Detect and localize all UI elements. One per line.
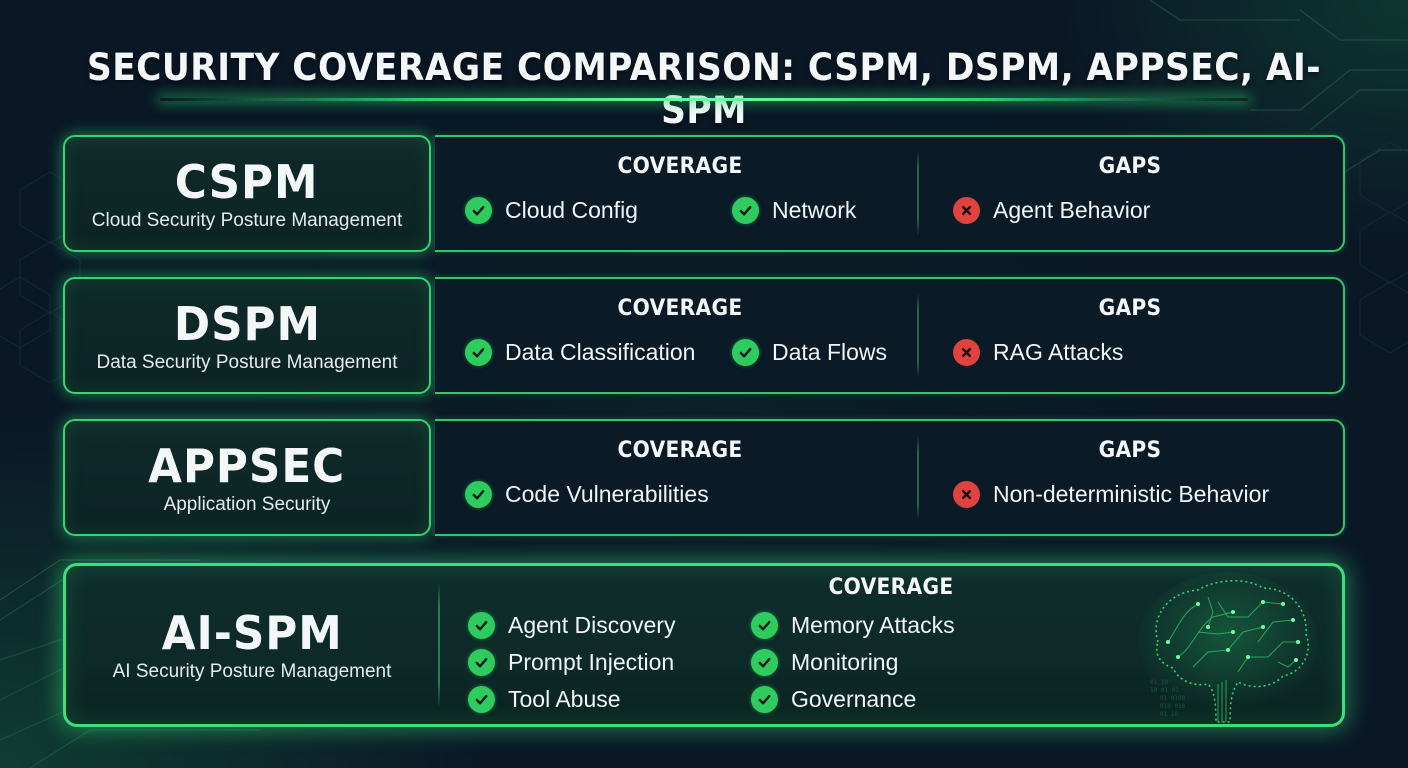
coverage-item-label: Prompt Injection [508,649,675,675]
ai-spm-label-area: AI-SPM AI Security Posture Management [66,566,438,724]
x-circle-icon [953,197,980,224]
coverage-item-label: Memory Attacks [791,612,955,638]
gap-item: Non-deterministic Behavior [953,481,1269,508]
gap-item-label: RAG Attacks [993,339,1124,365]
page-title: SECURITY COVERAGE COMPARISON: CSPM, DSPM… [86,46,1322,132]
coverage-item-label: Governance [791,686,917,712]
column-divider [917,293,919,378]
column-divider [917,151,919,236]
coverage-item: Data Classification [465,339,695,366]
row-appsec: APPSEC Application Security COVERAGE Cod… [63,419,1345,536]
coverage-item-label: Monitoring [791,649,899,675]
svg-text:10 01 01: 10 01 01 [1150,687,1179,694]
check-circle-icon [468,612,495,639]
row-dspm: DSPM Data Security Posture Management CO… [63,277,1345,394]
dspm-label-box: DSPM Data Security Posture Management [63,277,431,394]
gaps-heading: GAPS [1098,154,1162,179]
row-ai-spm: AI-SPM AI Security Posture Management CO… [63,563,1345,727]
coverage-item: Code Vulnerabilities [465,481,709,508]
coverage-item-label: Network [772,197,857,223]
check-circle-icon [465,339,492,366]
coverage-item-label: Data Classification [505,339,696,365]
check-circle-icon [732,197,759,224]
check-circle-icon [465,197,492,224]
row-subtitle: AI Security Posture Management [112,661,392,682]
svg-text:01 10: 01 10 [1150,679,1168,686]
check-circle-icon [468,686,495,713]
coverage-item: Cloud Config [465,197,638,224]
gaps-heading: GAPS [1098,438,1162,463]
title-underline-glow [160,98,1248,101]
coverage-item: Agent Discovery [468,612,675,639]
coverage-item: Network [732,197,856,224]
coverage-heading: COVERAGE [617,296,743,321]
row-cspm: CSPM Cloud Security Posture Management C… [63,135,1345,252]
svg-text:01 10: 01 10 [1160,711,1178,718]
coverage-item: Data Flows [732,339,887,366]
coverage-item: Prompt Injection [468,649,674,676]
coverage-heading: COVERAGE [617,154,743,179]
row-subtitle: Cloud Security Posture Management [91,209,403,231]
check-circle-icon [732,339,759,366]
column-divider [438,582,440,708]
circuit-brain-icon: 01 10 10 01 01 01 0100 010 010 01 10 [1138,572,1318,723]
column-divider [917,435,919,520]
coverage-item-label: Cloud Config [505,197,638,223]
x-circle-icon [953,481,980,508]
row-name: APPSEC [148,438,346,493]
coverage-item-label: Agent Discovery [508,612,676,638]
gaps-heading: GAPS [1098,296,1162,321]
row-subtitle: Data Security Posture Management [96,351,398,373]
check-circle-icon [468,649,495,676]
appsec-label-box: APPSEC Application Security [63,419,431,536]
coverage-item-label: Code Vulnerabilities [505,481,709,507]
gap-item: RAG Attacks [953,339,1123,366]
coverage-item-label: Tool Abuse [508,686,621,712]
check-circle-icon [751,612,778,639]
cspm-label-box: CSPM Cloud Security Posture Management [63,135,431,252]
coverage-heading: COVERAGE [617,438,743,463]
coverage-heading: COVERAGE [828,575,954,600]
coverage-item: Memory Attacks [751,612,955,639]
coverage-item: Tool Abuse [468,686,621,713]
row-name: DSPM [173,296,321,351]
check-circle-icon [465,481,492,508]
dspm-content-box: COVERAGE Data Classification Data Flows … [435,277,1345,394]
x-circle-icon [953,339,980,366]
gap-item: Agent Behavior [953,197,1150,224]
check-circle-icon [751,686,778,713]
appsec-content-box: COVERAGE Code Vulnerabilities GAPS Non-d… [435,419,1345,536]
coverage-item-label: Data Flows [772,339,888,365]
gap-item-label: Agent Behavior [993,197,1151,223]
row-name: CSPM [175,154,319,209]
coverage-item: Governance [751,686,916,713]
row-subtitle: Application Security [163,493,331,515]
coverage-item: Monitoring [751,649,898,676]
cspm-content-box: COVERAGE Cloud Config Network GAPS Agent… [435,135,1345,252]
gap-item-label: Non-deterministic Behavior [993,481,1270,507]
row-name: AI-SPM [161,606,343,660]
svg-text:010 010: 010 010 [1160,703,1186,710]
check-circle-icon [751,649,778,676]
svg-text:01 0100: 01 0100 [1160,695,1186,702]
